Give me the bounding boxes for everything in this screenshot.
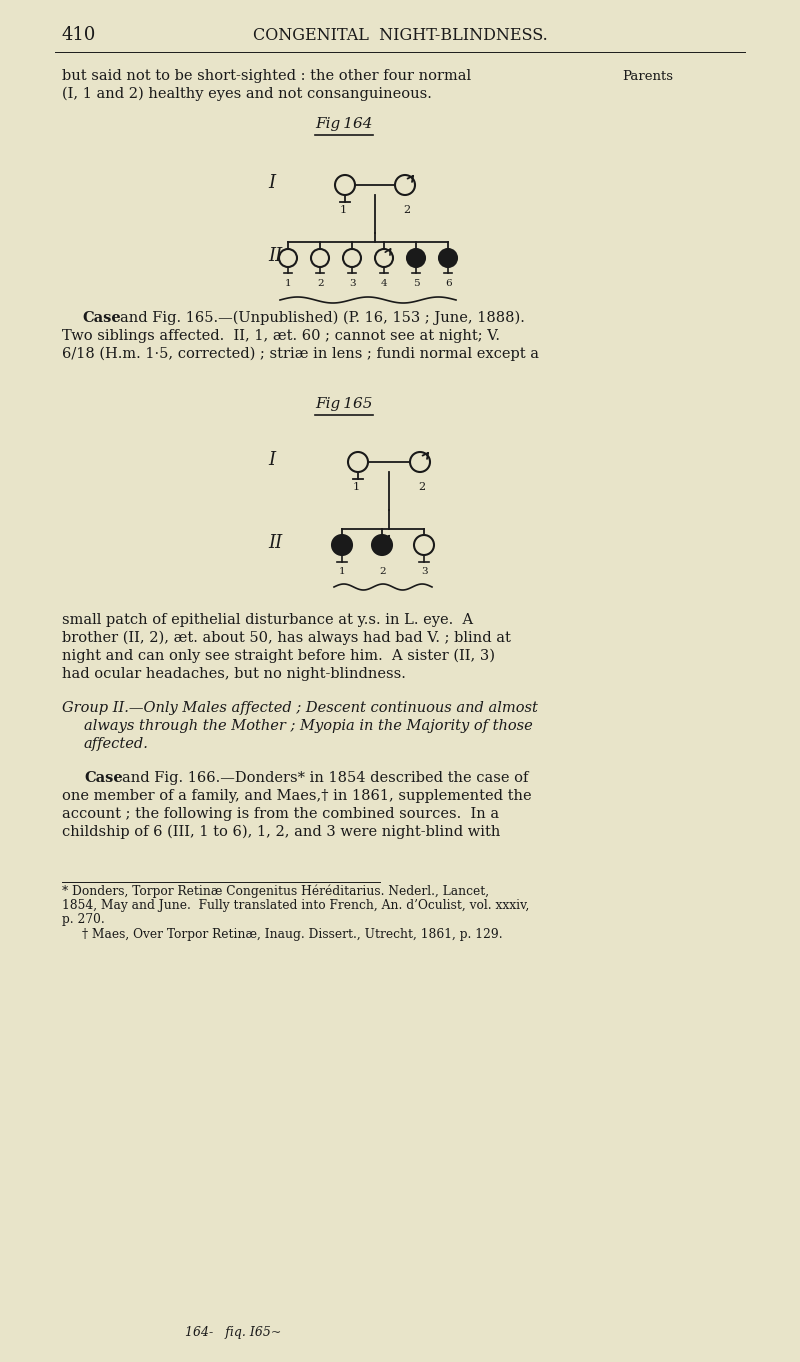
Text: 1: 1 — [340, 206, 347, 215]
Text: 410: 410 — [62, 26, 96, 44]
Text: 5: 5 — [413, 279, 420, 287]
Text: affected.: affected. — [84, 737, 149, 750]
Text: and Fig. 166.—Donders* in 1854 described the case of: and Fig. 166.—Donders* in 1854 described… — [122, 771, 528, 785]
Circle shape — [332, 535, 352, 554]
Text: CONGENITAL  NIGHT-BLINDNESS.: CONGENITAL NIGHT-BLINDNESS. — [253, 27, 547, 44]
Text: but said not to be short-sighted : the other four normal: but said not to be short-sighted : the o… — [62, 69, 471, 83]
Text: 1: 1 — [285, 279, 292, 287]
Text: always through the Mother ; Myopia in the Majority of those: always through the Mother ; Myopia in th… — [84, 719, 533, 733]
Text: * Donders, Torpor Retinæ Congenitus Héréditarius. Nederl., Lancet,: * Donders, Torpor Retinæ Congenitus Héré… — [62, 884, 489, 898]
Circle shape — [375, 249, 393, 267]
Text: account ; the following is from the combined sources.  In a: account ; the following is from the comb… — [62, 808, 499, 821]
Text: 3: 3 — [349, 279, 356, 287]
Text: II: II — [268, 534, 282, 552]
Text: 6/18 (H.m. 1·5, corrected) ; striæ in lens ; fundi normal except a: 6/18 (H.m. 1·5, corrected) ; striæ in le… — [62, 346, 539, 361]
Text: 164-   fiq. I65~: 164- fiq. I65~ — [185, 1327, 282, 1339]
Text: one member of a family, and Maes,† in 1861, supplemented the: one member of a family, and Maes,† in 18… — [62, 789, 532, 804]
Text: 3: 3 — [421, 567, 428, 576]
Circle shape — [439, 249, 457, 267]
Text: 4: 4 — [381, 279, 388, 287]
Text: and Fig. 165.—(Unpublished) (P. 16, 153 ; June, 1888).: and Fig. 165.—(Unpublished) (P. 16, 153 … — [120, 311, 525, 326]
Text: childship of 6 (III, 1 to 6), 1, 2, and 3 were night-blind with: childship of 6 (III, 1 to 6), 1, 2, and … — [62, 824, 500, 839]
Circle shape — [372, 535, 392, 554]
Text: 2: 2 — [317, 279, 324, 287]
Text: 2: 2 — [403, 206, 410, 215]
Text: Two siblings affected.  II, 1, æt. 60 ; cannot see at night; V.: Two siblings affected. II, 1, æt. 60 ; c… — [62, 330, 500, 343]
Text: p. 270.: p. 270. — [62, 913, 105, 926]
Circle shape — [414, 535, 434, 554]
Text: Fig 164: Fig 164 — [315, 117, 373, 131]
Text: Case: Case — [82, 311, 121, 326]
Text: 6: 6 — [445, 279, 452, 287]
Text: Group II.—Only Males affected ; Descent continuous and almost: Group II.—Only Males affected ; Descent … — [62, 701, 538, 715]
Text: † Maes, Over Torpor Retinæ, Inaug. Dissert., Utrecht, 1861, p. 129.: † Maes, Over Torpor Retinæ, Inaug. Disse… — [82, 928, 502, 941]
Text: 2: 2 — [379, 567, 386, 576]
Text: 2: 2 — [418, 482, 425, 492]
Circle shape — [279, 249, 297, 267]
Text: (I, 1 and 2) healthy eyes and not consanguineous.: (I, 1 and 2) healthy eyes and not consan… — [62, 87, 432, 101]
Text: II: II — [268, 247, 282, 266]
Text: brother (II, 2), æt. about 50, has always had bad V. ; blind at: brother (II, 2), æt. about 50, has alway… — [62, 631, 511, 646]
Text: 1: 1 — [339, 567, 346, 576]
Circle shape — [407, 249, 425, 267]
Circle shape — [311, 249, 329, 267]
Text: I: I — [268, 451, 275, 469]
Text: 1854, May and June.  Fully translated into French, An. d’Oculist, vol. xxxiv,: 1854, May and June. Fully translated int… — [62, 899, 530, 913]
Text: small patch of epithelial disturbance at y.s. in L. eye.  A: small patch of epithelial disturbance at… — [62, 613, 473, 627]
Circle shape — [343, 249, 361, 267]
Text: had ocular headaches, but no night-blindness.: had ocular headaches, but no night-blind… — [62, 667, 406, 681]
Text: Case: Case — [84, 771, 122, 785]
Text: Parents: Parents — [622, 69, 673, 83]
Text: I: I — [268, 174, 275, 192]
Text: night and can only see straight before him.  A sister (II, 3): night and can only see straight before h… — [62, 648, 495, 663]
Text: Fig 165: Fig 165 — [315, 396, 373, 411]
Text: 1: 1 — [353, 482, 360, 492]
